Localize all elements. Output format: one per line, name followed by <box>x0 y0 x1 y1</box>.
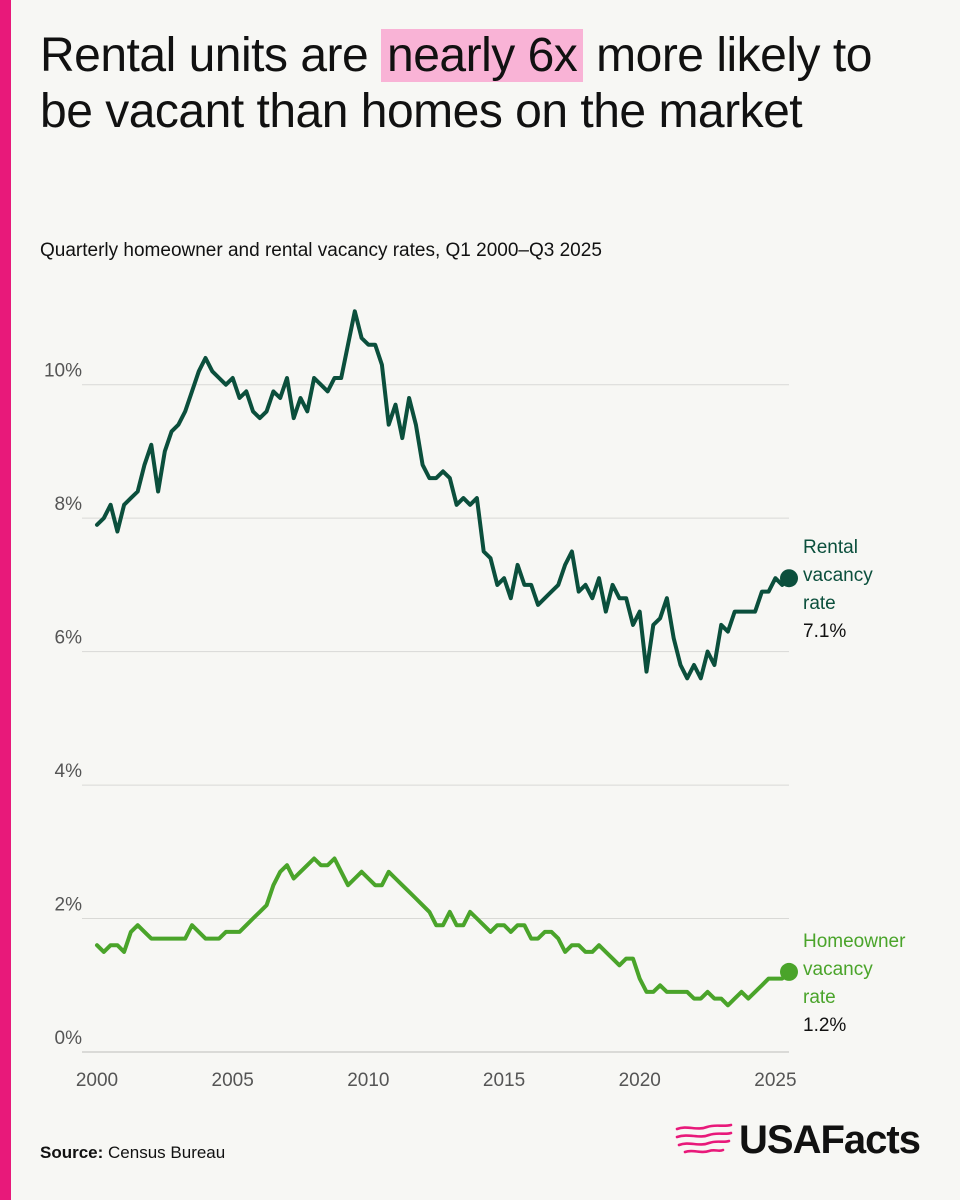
y-tick-label: 2% <box>55 895 83 916</box>
rental-series-label-line: rate <box>803 593 836 614</box>
chart-title: Rental units are nearly 6x more likely t… <box>40 28 920 140</box>
x-tick-label: 2025 <box>754 1070 796 1091</box>
rental-vacancy-line <box>95 309 791 681</box>
homeowner-end-value-label: 1.2% <box>803 1015 846 1036</box>
logo-text: USAFacts <box>739 1118 921 1162</box>
homeowner-series-label-line: Homeowner <box>803 931 906 952</box>
chart-subtitle: Quarterly homeowner and rental vacancy r… <box>40 240 602 261</box>
title-highlight: nearly 6x <box>381 29 584 82</box>
homeowner-vacancy-line <box>95 856 791 1008</box>
rental-series-label-line: vacancy <box>803 565 873 586</box>
y-tick-label: 4% <box>55 761 83 782</box>
title-before: Rental units are <box>40 29 369 82</box>
y-tick-label: 8% <box>55 494 83 515</box>
x-tick-label: 2005 <box>212 1070 254 1091</box>
usafacts-logo: USAFacts <box>675 1118 921 1163</box>
x-tick-label: 2010 <box>347 1070 389 1091</box>
source-note: Source: Census Bureau <box>40 1143 225 1163</box>
homeowner-series-label-line: rate <box>803 987 836 1008</box>
source-label: Source: <box>40 1143 104 1162</box>
homeowner-series-label-line: vacancy <box>803 959 873 980</box>
rental-end-value-label: 7.1% <box>803 621 846 642</box>
x-tick-label: 2015 <box>483 1070 525 1091</box>
y-tick-label: 6% <box>55 628 83 649</box>
homeowner-end-point <box>780 962 798 981</box>
y-tick-label: 0% <box>55 1028 83 1049</box>
x-tick-label: 2020 <box>619 1070 661 1091</box>
rental-end-point <box>780 569 798 588</box>
accent-bar <box>0 0 11 1200</box>
line-chart: 0% 2% 4% 6% 8% 10% 2000 2005 2010 2015 2020 2025 Ren… <box>44 309 906 1091</box>
title-after: more likely to be vacant than homes on t… <box>40 29 872 138</box>
rental-series-label-line: Rental <box>803 537 858 558</box>
source-text: Census Bureau <box>108 1143 226 1162</box>
us-map-lines-icon <box>675 1123 733 1153</box>
x-tick-label: 2000 <box>76 1070 118 1091</box>
y-tick-label: 10% <box>44 361 82 382</box>
